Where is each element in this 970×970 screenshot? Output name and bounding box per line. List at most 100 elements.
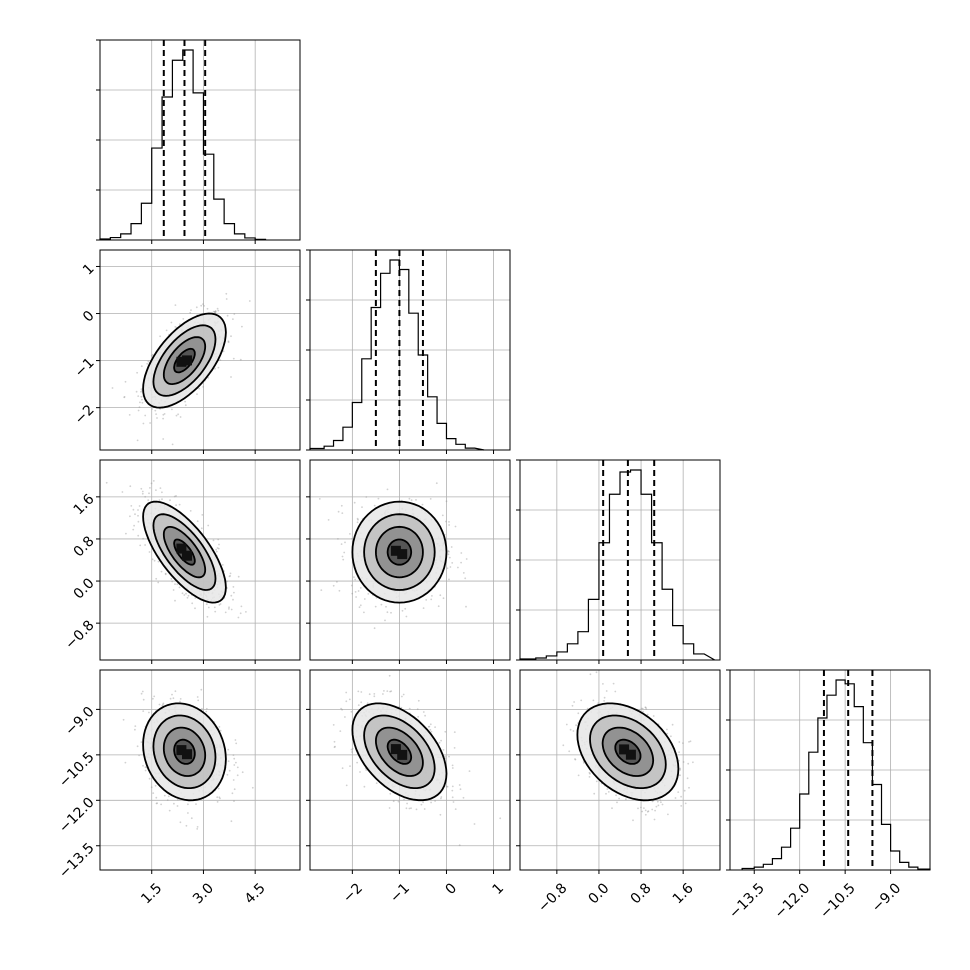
density-peak bbox=[397, 549, 408, 560]
scatter-point bbox=[340, 707, 342, 710]
scatter-point bbox=[458, 784, 461, 786]
scatter-point bbox=[448, 524, 450, 526]
density-peak bbox=[176, 745, 187, 756]
scatter-point bbox=[217, 547, 220, 550]
scatter-point bbox=[603, 700, 605, 702]
scatter-point bbox=[385, 605, 387, 608]
scatter-point bbox=[151, 558, 154, 561]
density-peak bbox=[182, 550, 192, 561]
scatter-point bbox=[341, 708, 343, 711]
scatter-point bbox=[586, 707, 589, 710]
scatter-point bbox=[618, 797, 620, 800]
scatter-point bbox=[374, 605, 377, 608]
scatter-point bbox=[178, 323, 181, 325]
scatter-point bbox=[158, 703, 161, 706]
scatter-point bbox=[200, 527, 203, 530]
scatter-point bbox=[202, 386, 205, 388]
scatter-point bbox=[155, 489, 157, 491]
scatter-point bbox=[149, 422, 152, 424]
scatter-point bbox=[632, 819, 634, 822]
y-tick-label: 0 bbox=[80, 308, 98, 326]
scatter-point bbox=[350, 748, 353, 751]
scatter-point bbox=[122, 718, 125, 721]
scatter-point bbox=[365, 496, 368, 498]
scatter-point bbox=[327, 519, 330, 521]
scatter-point bbox=[140, 487, 143, 490]
scatter-point bbox=[205, 707, 208, 710]
scatter-point bbox=[177, 413, 180, 416]
scatter-point bbox=[160, 570, 163, 573]
scatter-point bbox=[652, 715, 655, 717]
contour-line bbox=[351, 500, 448, 604]
scatter-point bbox=[207, 606, 210, 609]
scatter-point bbox=[172, 589, 175, 591]
scatter-point bbox=[196, 520, 199, 523]
scatter-point bbox=[357, 518, 359, 521]
scatter-point bbox=[240, 605, 243, 608]
scatter-point bbox=[389, 792, 392, 795]
scatter-point bbox=[445, 500, 448, 503]
scatter-point bbox=[400, 706, 403, 709]
scatter-point bbox=[342, 558, 345, 561]
scatter-point bbox=[231, 792, 234, 795]
contour-line bbox=[152, 513, 217, 591]
scatter-point bbox=[318, 498, 321, 500]
scatter-point bbox=[661, 803, 664, 806]
scatter-point bbox=[589, 772, 591, 775]
scatter-point bbox=[345, 691, 348, 694]
scatter-point bbox=[583, 762, 585, 764]
y-tick-label: 1 bbox=[80, 261, 98, 279]
scatter-point bbox=[169, 697, 172, 700]
scatter-point bbox=[218, 796, 221, 799]
scatter-point bbox=[161, 498, 163, 501]
scatter-point bbox=[448, 521, 450, 523]
scatter-point bbox=[232, 779, 235, 781]
scatter-point bbox=[464, 577, 467, 580]
scatter-point bbox=[465, 558, 468, 560]
scatter-point bbox=[157, 581, 160, 584]
scatter-point bbox=[666, 732, 669, 735]
scatter-point bbox=[233, 800, 235, 802]
scatter-point bbox=[457, 566, 459, 569]
scatter-point bbox=[680, 805, 683, 807]
scatter-point bbox=[667, 813, 669, 816]
scatter-point bbox=[336, 581, 338, 583]
panel-content bbox=[105, 480, 247, 619]
scatter-point bbox=[572, 730, 575, 732]
scatter-point bbox=[216, 801, 219, 803]
scatter-point bbox=[337, 538, 339, 540]
scatter-point bbox=[642, 710, 644, 713]
scatter-point bbox=[422, 607, 425, 609]
scatter-point bbox=[458, 844, 461, 847]
scatter-point bbox=[451, 764, 454, 767]
scatter-point bbox=[185, 824, 188, 827]
scatter-point bbox=[232, 754, 235, 756]
scatter-point bbox=[644, 809, 647, 812]
scatter-point bbox=[451, 789, 454, 792]
scatter-point bbox=[404, 607, 407, 610]
scatter-point bbox=[171, 580, 174, 583]
scatter-point bbox=[689, 740, 692, 743]
scatter-point bbox=[217, 787, 220, 790]
scatter-point bbox=[248, 300, 251, 302]
scatter-point bbox=[230, 820, 233, 823]
x-tick-label: 1.5 bbox=[138, 880, 165, 907]
scatter-point bbox=[226, 773, 229, 776]
scatter-point bbox=[405, 615, 408, 618]
scatter-point bbox=[230, 608, 233, 611]
scatter-point bbox=[221, 564, 224, 566]
scatter-point bbox=[434, 726, 436, 728]
scatter-point bbox=[141, 490, 144, 493]
density-peak bbox=[176, 356, 187, 367]
scatter-point bbox=[647, 810, 650, 812]
scatter-point bbox=[654, 809, 656, 812]
contour-line bbox=[386, 538, 413, 566]
scatter-point bbox=[643, 807, 645, 809]
scatter-point bbox=[228, 769, 231, 772]
panel-content bbox=[318, 482, 468, 630]
scatter-point bbox=[174, 304, 177, 306]
contour-line bbox=[363, 513, 436, 591]
scatter-point bbox=[447, 553, 450, 556]
scatter-point bbox=[670, 735, 672, 738]
scatter-point bbox=[234, 739, 237, 741]
